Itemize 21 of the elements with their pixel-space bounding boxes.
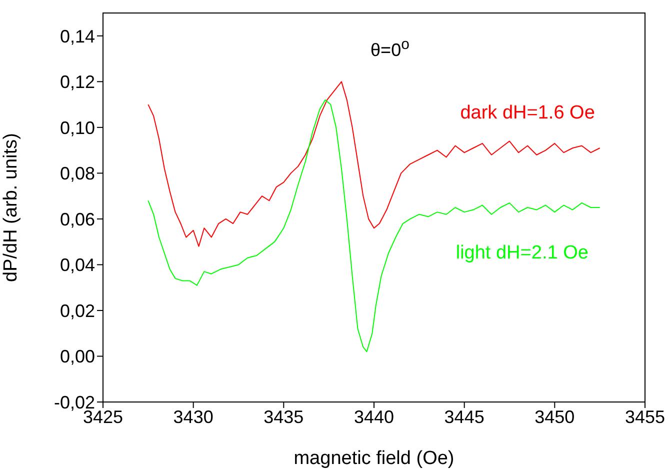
annotation: θ=0$^{o}$ xyxy=(370,36,410,61)
x-tick-label: 3440 xyxy=(354,406,394,427)
series-label: dark dH=1.6 Oe xyxy=(460,102,595,124)
x-tick-label: 3445 xyxy=(444,406,484,427)
y-tick-label: 0,14 xyxy=(60,26,95,46)
x-tick-label: 3455 xyxy=(624,406,666,427)
y-tick-label: 0,04 xyxy=(60,255,95,276)
y-tick-label: 0,08 xyxy=(60,164,95,184)
y-axis-title: dP/dH (arb. units) xyxy=(0,133,22,282)
y-tick-label: 0,00 xyxy=(60,346,95,367)
line-series xyxy=(148,99,600,352)
y-tick-label: 0,06 xyxy=(60,209,95,230)
x-axis-title: magnetic field (Oe) xyxy=(294,448,454,469)
y-tick-label: 0,12 xyxy=(60,72,95,92)
x-tick-label: 3435 xyxy=(264,406,304,427)
y-tick-label: 0,10 xyxy=(60,118,95,138)
series-label: light dH=2.1 Oe xyxy=(456,242,588,264)
x-tick-label: 3450 xyxy=(534,406,575,427)
y-tick-label: 0,02 xyxy=(60,300,95,321)
y-tick-label: -0,02 xyxy=(54,392,95,412)
x-tick-label: 3430 xyxy=(173,406,214,427)
